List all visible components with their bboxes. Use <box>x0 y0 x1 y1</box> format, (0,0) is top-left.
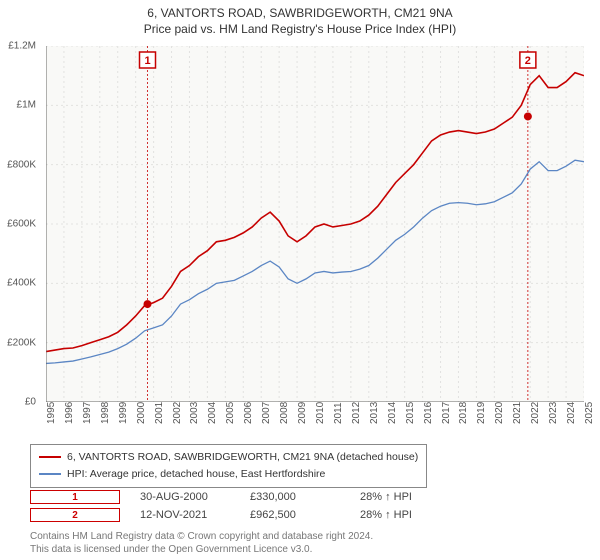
x-tick-label: 2000 <box>136 402 147 424</box>
footer-line-1: Contains HM Land Registry data © Crown c… <box>30 530 373 543</box>
x-tick-label: 2007 <box>261 402 272 424</box>
x-tick-label: 2014 <box>387 402 398 424</box>
y-tick-label: £600K <box>7 219 36 230</box>
x-tick-label: 1999 <box>118 402 129 424</box>
x-tick-label: 2010 <box>315 402 326 424</box>
x-tick-label: 2008 <box>279 402 290 424</box>
svg-text:1: 1 <box>144 55 150 67</box>
legend-row: 6, VANTORTS ROAD, SAWBRIDGEWORTH, CM21 9… <box>39 449 418 466</box>
y-axis-labels: £0£200K£400K£600K£800K£1M£1.2M <box>0 46 40 402</box>
event-delta: 28% ↑ HPI <box>360 509 450 521</box>
x-tick-label: 1997 <box>82 402 93 424</box>
x-axis-labels: 1995 1996 1997 1998 1999 2000 2001 2002 2003 2004… <box>46 402 584 442</box>
legend-swatch <box>39 456 61 458</box>
event-date: 30-AUG-2000 <box>140 491 230 503</box>
x-tick-label: 2005 <box>225 402 236 424</box>
x-tick-label: 2009 <box>297 402 308 424</box>
x-tick-label: 1998 <box>100 402 111 424</box>
y-tick-label: £1.2M <box>8 41 36 52</box>
x-tick-label: 2024 <box>566 402 577 424</box>
footer-line-2: This data is licensed under the Open Gov… <box>30 543 373 556</box>
x-tick-label: 2019 <box>476 402 487 424</box>
y-tick-label: £400K <box>7 278 36 289</box>
event-row: 2 12-NOV-2021 £962,500 28% ↑ HPI <box>30 508 450 522</box>
x-tick-label: 2025 <box>584 402 595 424</box>
legend-label: 6, VANTORTS ROAD, SAWBRIDGEWORTH, CM21 9… <box>67 449 418 466</box>
event-price: £330,000 <box>250 491 340 503</box>
x-tick-label: 2004 <box>207 402 218 424</box>
x-tick-label: 2023 <box>548 402 559 424</box>
footer-block: Contains HM Land Registry data © Crown c… <box>30 530 373 556</box>
event-row: 1 30-AUG-2000 £330,000 28% ↑ HPI <box>30 490 450 504</box>
x-tick-label: 2006 <box>243 402 254 424</box>
x-tick-label: 2003 <box>189 402 200 424</box>
event-marker-icon: 2 <box>30 508 120 522</box>
y-tick-label: £800K <box>7 159 36 170</box>
title-block: 6, VANTORTS ROAD, SAWBRIDGEWORTH, CM21 9… <box>0 0 600 36</box>
x-tick-label: 2001 <box>154 402 165 424</box>
x-tick-label: 2016 <box>423 402 434 424</box>
legend-row: HPI: Average price, detached house, East… <box>39 466 418 483</box>
event-price: £962,500 <box>250 509 340 521</box>
x-tick-label: 2021 <box>512 402 523 424</box>
legend-box: 6, VANTORTS ROAD, SAWBRIDGEWORTH, CM21 9… <box>30 444 427 488</box>
title-line-1: 6, VANTORTS ROAD, SAWBRIDGEWORTH, CM21 9… <box>0 6 600 20</box>
svg-text:2: 2 <box>525 55 531 67</box>
events-block: 1 30-AUG-2000 £330,000 28% ↑ HPI 2 12-NO… <box>30 490 450 526</box>
x-tick-label: 2012 <box>351 402 362 424</box>
x-tick-label: 2020 <box>494 402 505 424</box>
chart-container: 6, VANTORTS ROAD, SAWBRIDGEWORTH, CM21 9… <box>0 0 600 560</box>
x-tick-label: 2011 <box>333 402 344 424</box>
event-marker-icon: 1 <box>30 490 120 504</box>
chart-plot-area: 12 <box>46 46 584 402</box>
y-tick-label: £200K <box>7 337 36 348</box>
x-tick-label: 2015 <box>405 402 416 424</box>
y-tick-label: £1M <box>17 100 36 111</box>
event-delta: 28% ↑ HPI <box>360 491 450 503</box>
x-tick-label: 1996 <box>64 402 75 424</box>
x-tick-label: 1995 <box>46 402 57 424</box>
x-tick-label: 2018 <box>458 402 469 424</box>
y-tick-label: £0 <box>25 397 36 408</box>
event-date: 12-NOV-2021 <box>140 509 230 521</box>
legend-swatch <box>39 473 61 475</box>
x-tick-label: 2002 <box>172 402 183 424</box>
x-tick-label: 2017 <box>441 402 452 424</box>
x-tick-label: 2013 <box>369 402 380 424</box>
legend-label: HPI: Average price, detached house, East… <box>67 466 325 483</box>
title-line-2: Price paid vs. HM Land Registry's House … <box>0 22 600 36</box>
plot-svg: 12 <box>46 46 584 402</box>
x-tick-label: 2022 <box>530 402 541 424</box>
